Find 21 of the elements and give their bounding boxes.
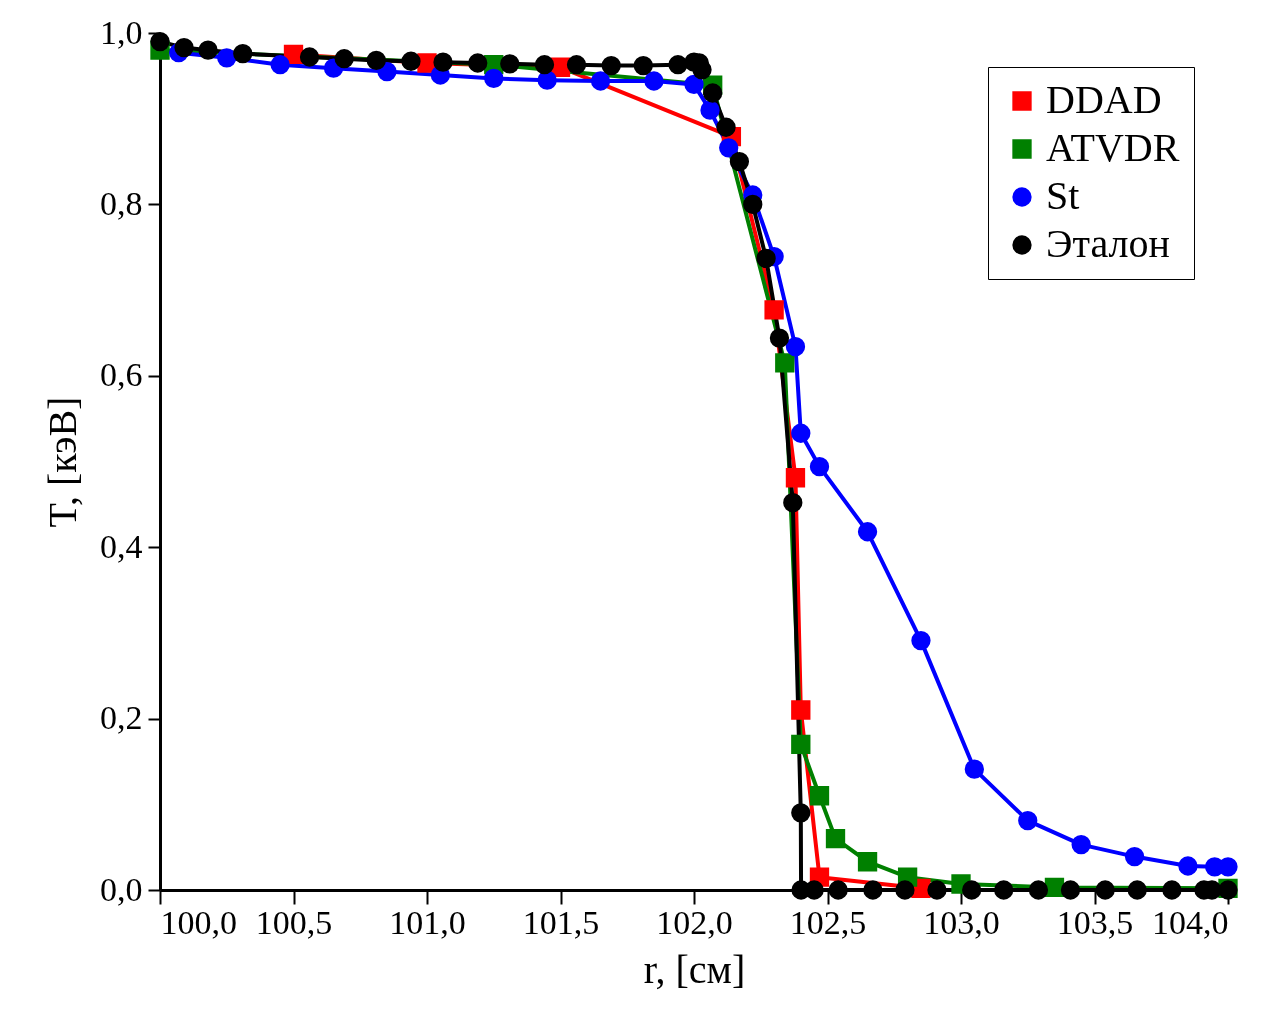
y-tick-label: 0,0 [100,870,143,908]
y-axis-title: T, [кэВ] [40,396,85,528]
x-tick-label: 102,5 [789,903,867,941]
x-axis-title: r, [см] [643,946,746,992]
y-tick-label: 1,0 [100,13,143,51]
x-tick-label: 103,5 [1056,903,1134,941]
y-tick-label: 0,2 [100,699,143,737]
y-tick-label: 0,4 [100,527,143,565]
y-tick-label: 0,8 [100,184,143,222]
legend-label: Эталон [1046,221,1170,266]
x-tick-label: 100,5 [255,903,333,941]
legend-label: St [1046,173,1080,218]
y-tick-label: 0,6 [100,356,143,394]
x-tick-label: 103,0 [923,903,1000,941]
x-tick-label: 101,5 [522,903,600,941]
x-tick-label: 102,0 [656,903,733,941]
x-tick-label: 100,0 [160,903,237,941]
legend-label: DDAD [1046,77,1162,122]
x-tick-label: 101,0 [389,903,466,941]
legend-label: ATVDR [1046,125,1180,170]
x-tick-label: 104,0 [1152,903,1229,941]
